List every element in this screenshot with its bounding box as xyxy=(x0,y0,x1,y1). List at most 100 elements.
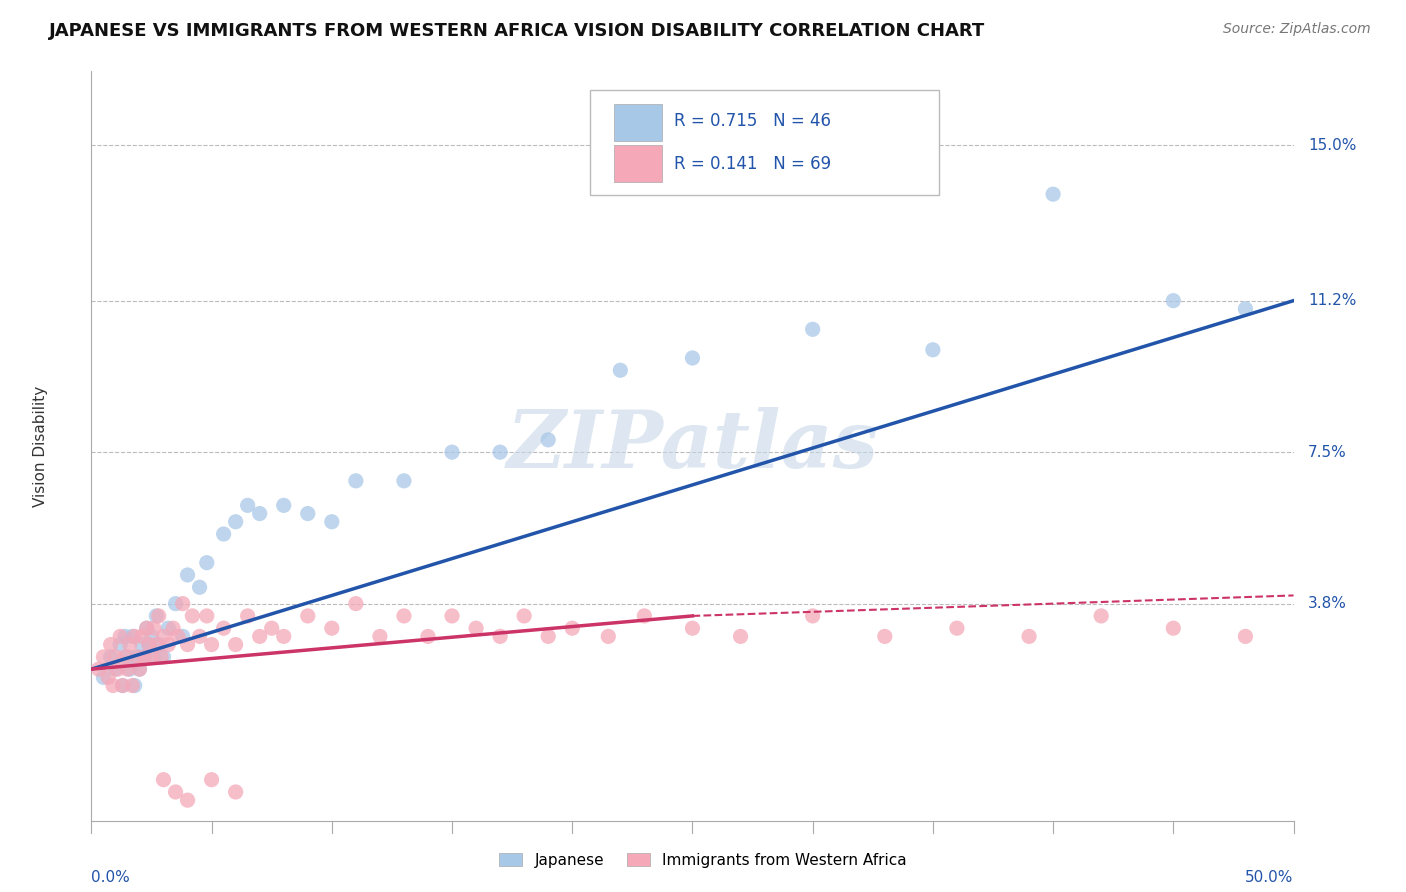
Point xyxy=(1234,629,1257,643)
Point xyxy=(1018,629,1040,643)
Point xyxy=(249,629,271,643)
Point xyxy=(489,629,512,643)
Point xyxy=(681,621,703,635)
Point xyxy=(167,629,190,643)
Point xyxy=(172,597,194,611)
Point xyxy=(152,649,174,664)
Point xyxy=(150,649,173,664)
Point xyxy=(260,621,283,635)
Point xyxy=(273,629,295,643)
Point xyxy=(1090,608,1112,623)
Point xyxy=(201,772,224,787)
Point xyxy=(249,507,271,521)
Point xyxy=(104,662,127,676)
Point xyxy=(1042,187,1064,202)
Point xyxy=(561,621,583,635)
Point xyxy=(176,568,198,582)
Point xyxy=(121,629,143,643)
Text: R = 0.715   N = 46: R = 0.715 N = 46 xyxy=(675,112,831,130)
Point xyxy=(100,638,122,652)
Point xyxy=(125,649,148,664)
Point xyxy=(145,608,167,623)
Text: Vision Disability: Vision Disability xyxy=(34,385,48,507)
Point xyxy=(125,649,148,664)
Point xyxy=(236,499,259,513)
Point xyxy=(922,343,945,357)
Point xyxy=(176,793,198,807)
Point xyxy=(225,638,247,652)
Point xyxy=(225,515,247,529)
Point xyxy=(128,662,150,676)
Point xyxy=(134,649,156,664)
Point xyxy=(93,670,115,684)
Point xyxy=(110,629,132,643)
Point xyxy=(117,649,139,664)
Point xyxy=(273,499,295,513)
Text: 3.8%: 3.8% xyxy=(1308,596,1347,611)
Point xyxy=(107,662,129,676)
Text: JAPANESE VS IMMIGRANTS FROM WESTERN AFRICA VISION DISABILITY CORRELATION CHART: JAPANESE VS IMMIGRANTS FROM WESTERN AFRI… xyxy=(49,22,986,40)
Point xyxy=(157,638,180,652)
Point xyxy=(110,638,132,652)
Point xyxy=(141,649,163,664)
Text: 0.0%: 0.0% xyxy=(91,870,131,885)
Point xyxy=(873,629,896,643)
Point xyxy=(131,629,153,643)
Text: R = 0.141   N = 69: R = 0.141 N = 69 xyxy=(675,154,831,172)
Point xyxy=(111,679,134,693)
Point xyxy=(111,679,134,693)
Point xyxy=(117,662,139,676)
Point xyxy=(1161,621,1184,635)
Point xyxy=(162,621,184,635)
Point xyxy=(135,621,157,635)
Text: 7.5%: 7.5% xyxy=(1308,444,1347,459)
Point xyxy=(236,608,259,623)
Text: Source: ZipAtlas.com: Source: ZipAtlas.com xyxy=(1223,22,1371,37)
Point xyxy=(124,679,146,693)
Point xyxy=(118,638,141,652)
Point xyxy=(801,608,824,623)
Point xyxy=(165,785,187,799)
Point xyxy=(176,638,198,652)
Point xyxy=(188,580,211,594)
Point xyxy=(114,649,136,664)
Point xyxy=(297,507,319,521)
Point xyxy=(440,445,463,459)
Point xyxy=(416,629,439,643)
Point xyxy=(142,621,165,635)
Point xyxy=(135,621,157,635)
Point xyxy=(134,649,156,664)
Point xyxy=(609,363,631,377)
Point xyxy=(201,638,224,652)
Point xyxy=(93,649,115,664)
Point xyxy=(142,649,165,664)
Point xyxy=(145,638,167,652)
Point xyxy=(212,527,235,541)
Point xyxy=(87,662,110,676)
Point xyxy=(195,556,218,570)
Point xyxy=(321,621,343,635)
Point xyxy=(165,597,187,611)
Point xyxy=(131,638,153,652)
Point xyxy=(392,474,415,488)
Point xyxy=(152,772,174,787)
Text: 50.0%: 50.0% xyxy=(1246,870,1294,885)
Point xyxy=(1161,293,1184,308)
FancyBboxPatch shape xyxy=(614,103,662,141)
Point xyxy=(138,638,160,652)
Point xyxy=(537,433,560,447)
Point xyxy=(101,679,124,693)
Point xyxy=(321,515,343,529)
Point xyxy=(465,621,488,635)
Point xyxy=(344,474,367,488)
Point xyxy=(124,629,146,643)
Point xyxy=(100,649,122,664)
Point xyxy=(121,679,143,693)
Point xyxy=(368,629,391,643)
Point xyxy=(181,608,204,623)
Point xyxy=(225,785,247,799)
Point xyxy=(598,629,620,643)
Point xyxy=(118,662,141,676)
Legend: Japanese, Immigrants from Western Africa: Japanese, Immigrants from Western Africa xyxy=(492,845,914,875)
Point xyxy=(513,608,536,623)
